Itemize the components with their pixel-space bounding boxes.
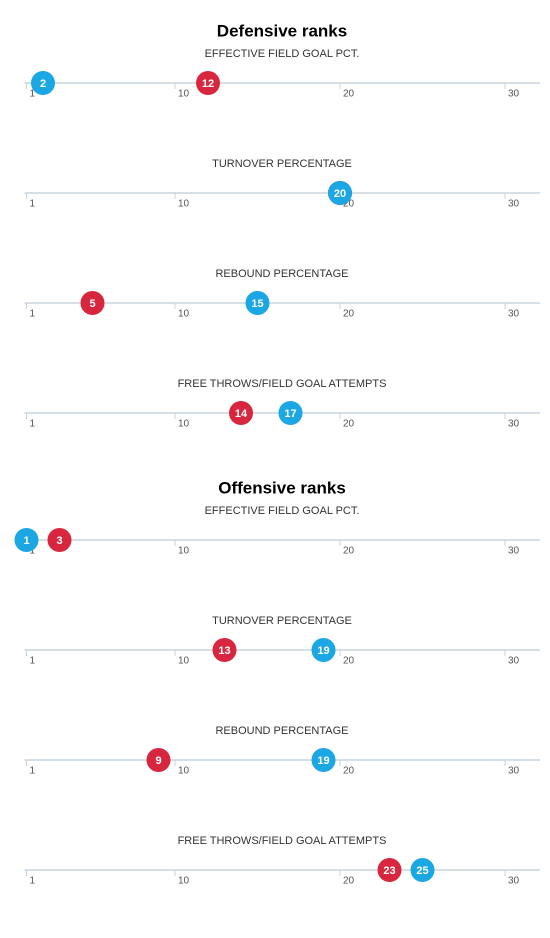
- panel-label: TURNOVER PERCENTAGE: [212, 615, 352, 627]
- rank-label: 3: [56, 535, 62, 547]
- rank-label: 19: [317, 645, 329, 657]
- x-tick-label: 1: [30, 656, 36, 667]
- panel-label: TURNOVER PERCENTAGE: [212, 158, 352, 170]
- rank-dot: [410, 858, 435, 882]
- rank-dot: [80, 291, 105, 315]
- panel-label: FREE THROWS/FIELD GOAL ATTEMPTS: [178, 835, 387, 847]
- x-tick-label: 10: [178, 89, 190, 100]
- x-tick-label: 10: [178, 876, 190, 887]
- rank-label: 19: [317, 755, 329, 767]
- rank-label: 12: [202, 78, 214, 90]
- x-tick-label: 20: [343, 419, 355, 430]
- x-tick-label: 20: [343, 89, 355, 100]
- x-tick-label: 1: [30, 766, 36, 777]
- rank-dot: [377, 858, 402, 882]
- rank-dot: [245, 291, 270, 315]
- rank-dot: [311, 638, 336, 662]
- x-tick-label: 10: [178, 766, 190, 777]
- rank-dot: [278, 401, 303, 425]
- panel-label: REBOUND PERCENTAGE: [215, 268, 348, 280]
- rank-dot: [311, 748, 336, 772]
- x-tick-label: 10: [178, 656, 190, 667]
- rank-dot: [31, 71, 55, 95]
- rank-dot: [212, 638, 237, 662]
- x-tick-label: 20: [343, 876, 355, 887]
- rank-label: 17: [284, 408, 296, 420]
- x-tick-label: 20: [343, 199, 355, 210]
- x-tick-label: 1: [30, 546, 36, 557]
- x-tick-label: 30: [508, 199, 520, 210]
- x-tick-label: 1: [30, 419, 36, 430]
- x-tick-label: 10: [178, 309, 190, 320]
- x-tick-label: 1: [30, 876, 36, 887]
- rank-label: 25: [416, 865, 428, 877]
- panel-label: EFFECTIVE FIELD GOAL PCT.: [205, 505, 360, 517]
- x-tick-label: 30: [508, 656, 520, 667]
- rank-label: 13: [218, 645, 230, 657]
- x-tick-label: 30: [508, 309, 520, 320]
- rank-label: 20: [334, 188, 346, 200]
- x-tick-label: 10: [178, 199, 190, 210]
- section-title: Offensive ranks: [218, 478, 346, 497]
- panel-label: FREE THROWS/FIELD GOAL ATTEMPTS: [178, 378, 387, 390]
- rank-dot: [146, 748, 171, 772]
- x-tick-label: 20: [343, 656, 355, 667]
- rank-dot: [328, 181, 352, 205]
- rank-label: 1: [23, 535, 29, 547]
- rank-label: 15: [251, 298, 263, 310]
- x-tick-label: 20: [343, 766, 355, 777]
- rank-label: 23: [383, 865, 395, 877]
- rank-dot: [229, 401, 253, 425]
- rank-label: 9: [155, 755, 161, 767]
- x-tick-label: 30: [508, 876, 520, 887]
- rank-dot: [14, 528, 39, 552]
- x-tick-label: 20: [343, 546, 355, 557]
- x-tick-label: 30: [508, 89, 520, 100]
- rank-dot: [47, 528, 72, 552]
- rank-label: 14: [235, 408, 248, 420]
- x-tick-label: 1: [30, 89, 36, 100]
- x-tick-label: 30: [508, 419, 520, 430]
- x-tick-label: 30: [508, 766, 520, 777]
- panel-label: REBOUND PERCENTAGE: [215, 725, 348, 737]
- rank-dot: [196, 71, 220, 95]
- x-tick-label: 1: [30, 309, 36, 320]
- rank-label: 5: [89, 298, 95, 310]
- rank-label: 2: [40, 78, 46, 90]
- section-title: Defensive ranks: [217, 21, 347, 40]
- panel-label: EFFECTIVE FIELD GOAL PCT.: [205, 48, 360, 60]
- x-tick-label: 10: [178, 546, 190, 557]
- x-tick-label: 20: [343, 309, 355, 320]
- x-tick-label: 30: [508, 546, 520, 557]
- x-tick-label: 1: [30, 199, 36, 210]
- x-tick-label: 10: [178, 419, 190, 430]
